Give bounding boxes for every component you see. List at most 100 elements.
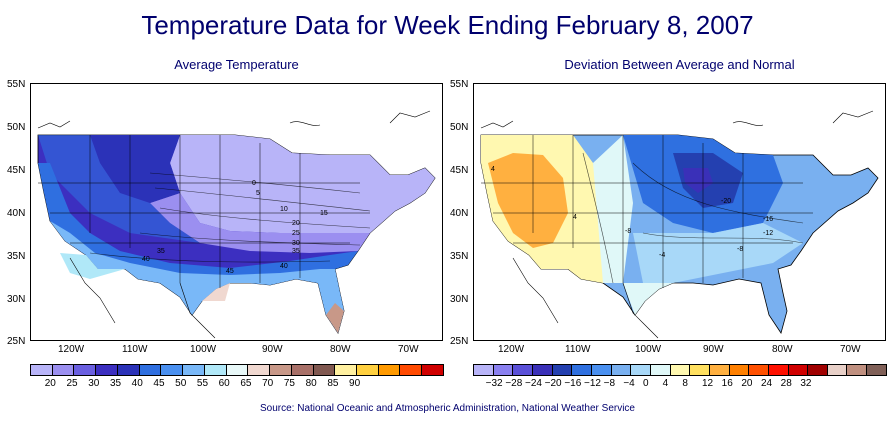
left-map-subtitle: Average Temperature xyxy=(174,57,299,72)
colorbar-swatch xyxy=(807,364,828,376)
colorbar-swatch xyxy=(708,364,730,376)
average-temperature-map: 0 5 10 15 20 25 30 35 35 40 40 45 xyxy=(30,83,443,341)
colorbar-swatch xyxy=(492,364,514,376)
lon-label: 110W xyxy=(565,344,591,355)
colorbar-label: −20 xyxy=(544,378,562,389)
colorbar-label: 45 xyxy=(153,378,165,389)
contour-label: 25 xyxy=(292,230,300,237)
lat-label: 40N xyxy=(7,208,26,219)
colorbar-label: −24 xyxy=(525,378,542,389)
colorbar-label: 24 xyxy=(761,378,773,389)
colorbar-swatch xyxy=(649,364,671,376)
contour-label: 5 xyxy=(256,190,260,197)
colorbar-swatch xyxy=(728,364,750,376)
page-title: Temperature Data for Week Ending Februar… xyxy=(141,10,754,40)
colorbar-swatch xyxy=(269,364,292,376)
colorbar-swatch xyxy=(787,364,809,376)
contour-label: 20 xyxy=(292,220,300,227)
colorbar-label: 60 xyxy=(218,378,230,389)
lat-label: 25N xyxy=(450,336,469,347)
lat-label: 45N xyxy=(450,165,469,176)
colorbar-swatch xyxy=(512,364,533,376)
contour-label: -8 xyxy=(737,246,743,253)
lon-label: 120W xyxy=(58,344,85,355)
colorbar-label: 70 xyxy=(262,378,274,389)
lon-label: 80W xyxy=(330,344,351,355)
colorbar-label: −12 xyxy=(584,378,601,389)
contour-label: -16 xyxy=(763,216,773,223)
colorbar-label: 30 xyxy=(88,378,100,389)
lat-label: 35N xyxy=(450,251,469,262)
lat-label: 45N xyxy=(7,165,26,176)
colorbar-swatch xyxy=(138,364,162,376)
lat-label: 40N xyxy=(450,208,469,219)
temperature-deviation-map: 4 4 -8 -4 -20 -16 -12 -8 xyxy=(473,83,886,341)
colorbar-label: 80 xyxy=(305,378,317,389)
colorbar-label: −8 xyxy=(603,378,616,389)
colorbar-swatch xyxy=(826,364,848,376)
colorbar-label: 75 xyxy=(283,378,295,389)
colorbar-swatch xyxy=(30,364,53,376)
lat-label: 50N xyxy=(450,122,469,133)
lat-label: 30N xyxy=(7,294,26,305)
colorbar-swatch xyxy=(377,364,401,376)
colorbar-label: 25 xyxy=(66,378,78,389)
colorbar-swatch xyxy=(290,364,314,376)
colorbar-swatch xyxy=(73,364,97,376)
colorbar-swatch xyxy=(95,364,118,376)
colorbar-label: 90 xyxy=(349,378,361,389)
lon-label: 100W xyxy=(635,344,662,355)
contour-label: 30 xyxy=(292,240,300,247)
colorbar-swatch xyxy=(225,364,249,376)
colorbar-swatch xyxy=(571,364,592,376)
colorbar-label: 65 xyxy=(240,378,252,389)
colorbar-swatch xyxy=(51,364,75,376)
contour-label: 40 xyxy=(280,263,288,270)
colorbar-label: 50 xyxy=(175,378,187,389)
contour-label: 15 xyxy=(320,210,328,217)
colorbar-label: 55 xyxy=(196,378,209,389)
colorbar-label: 16 xyxy=(721,378,733,389)
lon-label: 90W xyxy=(703,344,724,355)
colorbar-label: 32 xyxy=(800,378,812,389)
colorbar-label: 4 xyxy=(662,378,669,389)
colorbar-label: 85 xyxy=(327,378,339,389)
lon-label: 110W xyxy=(122,344,148,355)
lat-label: 35N xyxy=(7,251,26,262)
colorbar-swatch xyxy=(630,364,651,376)
colorbar-swatch xyxy=(247,364,271,376)
colorbar-swatch xyxy=(551,364,573,376)
colorbar-label: 40 xyxy=(131,378,143,389)
lon-label: 70W xyxy=(398,344,419,355)
colorbar-swatch xyxy=(160,364,184,376)
colorbar-label: −16 xyxy=(564,378,582,389)
colorbar-swatch xyxy=(421,364,444,376)
contour-label: -12 xyxy=(763,230,773,237)
colorbar-swatch xyxy=(473,364,494,376)
colorbar-swatch xyxy=(116,364,140,376)
average-temperature-colorbar xyxy=(30,364,444,376)
lon-label: 80W xyxy=(772,344,793,355)
contour-label: -20 xyxy=(721,198,731,205)
colorbar-label: 12 xyxy=(702,378,714,389)
contour-label: 0 xyxy=(252,180,256,187)
contour-label: -4 xyxy=(659,252,665,259)
contour-label: 40 xyxy=(142,256,150,263)
contour-label: 10 xyxy=(280,206,288,213)
source-note: Source: National Oceanic and Atmospheric… xyxy=(259,403,635,414)
colorbar-swatch xyxy=(590,364,612,376)
contour-label: 35 xyxy=(292,248,300,255)
lat-label: 55N xyxy=(450,79,469,90)
lon-label: 100W xyxy=(190,344,217,355)
colorbar-label: 8 xyxy=(682,378,688,389)
contour-label: -8 xyxy=(625,228,631,235)
colorbar-swatch xyxy=(748,364,769,376)
lon-label: 70W xyxy=(840,344,861,355)
colorbar-label: −32 xyxy=(485,378,503,389)
colorbar-swatch xyxy=(203,364,227,376)
colorbar-swatch xyxy=(399,364,423,376)
lon-label: 90W xyxy=(262,344,283,355)
lat-label: 30N xyxy=(450,294,469,305)
lat-label: 50N xyxy=(7,122,26,133)
colorbar-swatch xyxy=(846,364,868,376)
